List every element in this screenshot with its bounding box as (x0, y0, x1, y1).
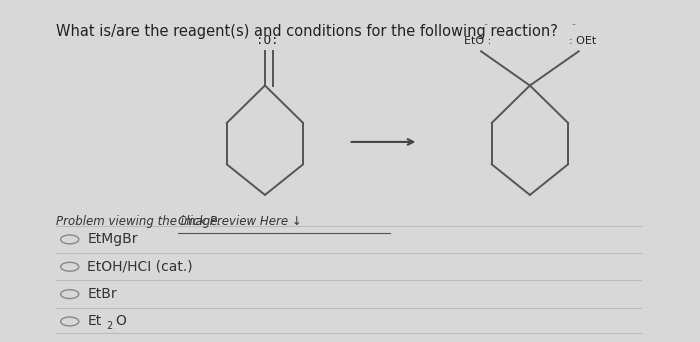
Text: Et: Et (88, 315, 102, 328)
Text: EtMgBr: EtMgBr (88, 233, 138, 246)
Text: ..: .. (483, 18, 489, 27)
Text: EtBr: EtBr (88, 287, 117, 301)
Text: ..: .. (571, 18, 576, 27)
Text: EtOH/HCI (cat.): EtOH/HCI (cat.) (88, 260, 192, 274)
Text: Click Preview Here ↓: Click Preview Here ↓ (178, 215, 302, 228)
Text: What is/are the reagent(s) and conditions for the following reaction?: What is/are the reagent(s) and condition… (56, 24, 558, 39)
Text: O: O (115, 315, 126, 328)
Text: Problem viewing the image.: Problem viewing the image. (56, 215, 225, 228)
Text: :O:: :O: (256, 34, 279, 47)
Text: 2: 2 (106, 320, 113, 331)
Text: : OEt: : OEt (568, 36, 596, 46)
Text: EtO :: EtO : (464, 36, 491, 46)
